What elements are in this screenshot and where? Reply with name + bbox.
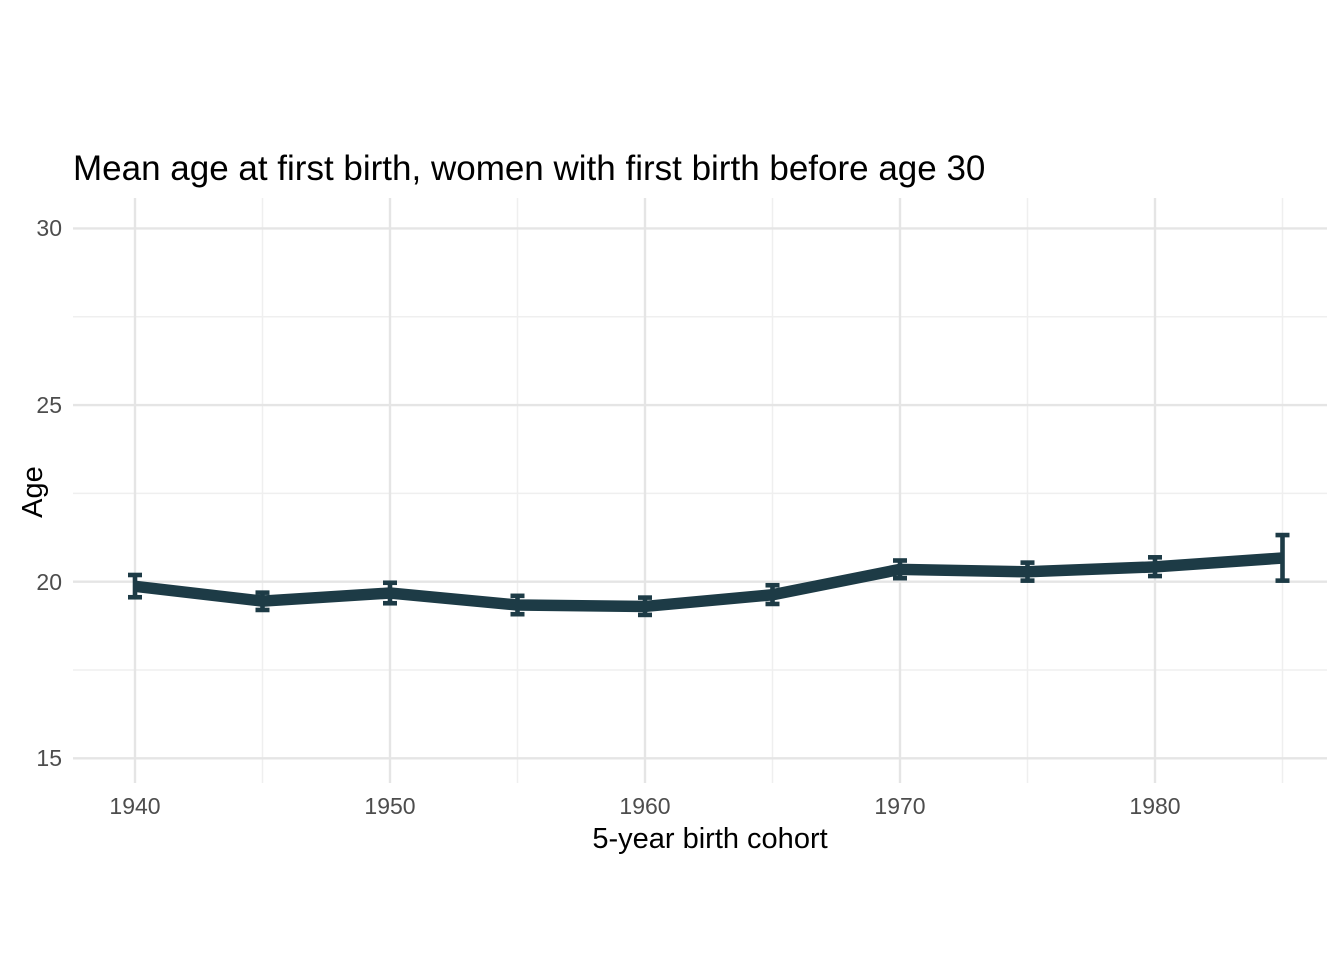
y-tick-20: 20 bbox=[36, 569, 62, 595]
y-axis-title: Age bbox=[16, 466, 49, 518]
legend: Country Côte d'Ivoire bbox=[0, 895, 1344, 950]
x-tick-1940: 1940 bbox=[109, 793, 161, 819]
chart-title: Mean age at first birth, women with firs… bbox=[73, 149, 986, 188]
y-tick-30: 30 bbox=[36, 215, 62, 241]
y-tick-25: 25 bbox=[36, 392, 62, 418]
x-axis-title: 5-year birth cohort bbox=[592, 823, 828, 855]
x-tick-1980: 1980 bbox=[1129, 793, 1181, 819]
x-tick-1950: 1950 bbox=[364, 793, 416, 819]
x-tick-1970: 1970 bbox=[874, 793, 926, 819]
x-tick-1960: 1960 bbox=[619, 793, 671, 819]
series-line bbox=[134, 552, 1283, 613]
y-tick-15: 15 bbox=[36, 745, 62, 771]
